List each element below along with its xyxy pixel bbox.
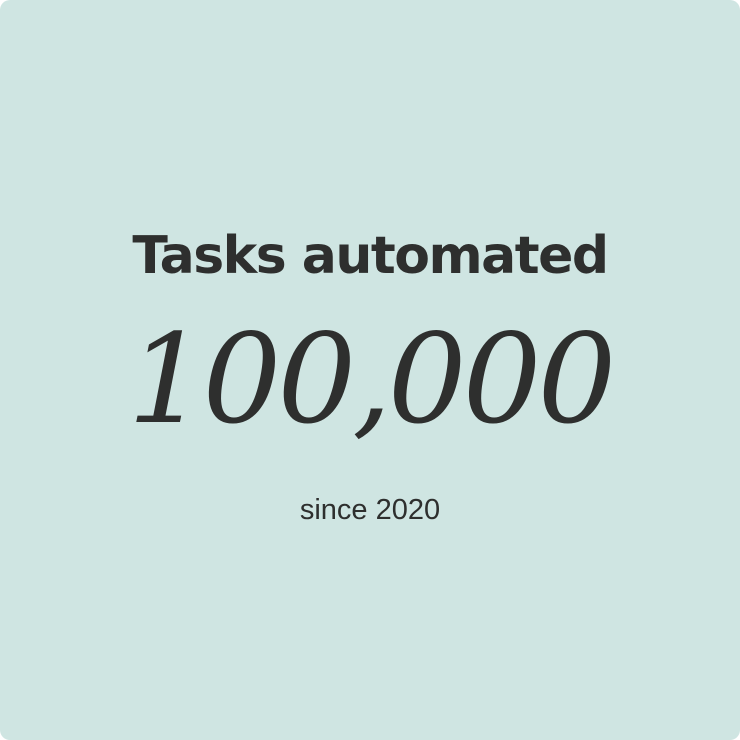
stat-label: Tasks automated: [132, 226, 609, 286]
stat-caption: since 2020: [299, 494, 441, 526]
stat-value: 100,000: [127, 308, 617, 452]
